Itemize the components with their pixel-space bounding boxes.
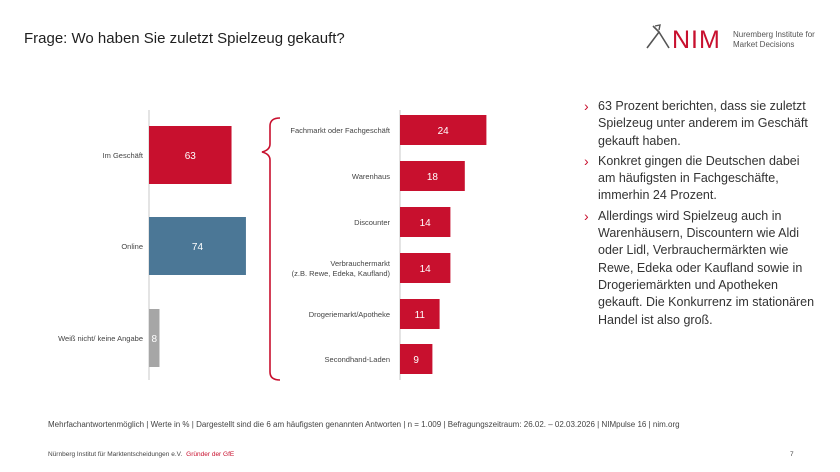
bar-value-label: 11 [415, 310, 426, 321]
bar-value-label: 24 [438, 126, 450, 137]
page-title: Frage: Wo haben Sie zuletzt Spielzeug ge… [24, 30, 345, 47]
bar-store-type [400, 344, 433, 374]
finding-item: › 63 Prozent berichten, dass sie zuletzt … [584, 98, 819, 150]
footer-gfe: Gründer der GfE [186, 451, 235, 458]
footer-org: Nürnberg Institut für Marktentscheidunge… [48, 451, 183, 458]
bar-value-label: 63 [185, 151, 197, 162]
finding-item: › Konkret gingen die Deutschen dabei am h… [584, 153, 819, 205]
bar-store-type [400, 115, 487, 145]
key-findings-list: › 63 Prozent berichten, dass sie zuletzt … [584, 98, 819, 332]
bar-store-type [400, 299, 440, 329]
category-label: Fachmarkt oder Fachgeschäft [290, 126, 391, 135]
bar-value-label: 8 [151, 334, 157, 345]
footnote: Mehrfachantwortenmöglich | Werte in % | … [48, 420, 680, 429]
category-label: Online [121, 242, 143, 251]
group-bracket [261, 117, 281, 381]
category-label: Drogeriemarkt/Apotheke [309, 310, 390, 319]
finding-text: Allerdings wird Spielzeug auch in Warenh… [598, 208, 815, 327]
logo-wordmark: NIM [672, 26, 721, 54]
bar-store-type [400, 253, 451, 283]
category-label: Verbrauchermarkt (z.B. Rewe, Edeka, Kaufl… [292, 259, 391, 278]
footer: Nürnberg Institut für Marktentscheidunge… [48, 451, 234, 458]
logo-subtitle: Nuremberg Institute for Market Decisions [733, 30, 815, 49]
bar-channel [149, 309, 160, 367]
page-number: 7 [790, 451, 794, 458]
category-label: Weiß nicht/ keine Angabe [58, 334, 143, 343]
category-label: Secondhand-Laden [325, 355, 390, 364]
category-label: Discounter [354, 218, 390, 227]
bar-value-label: 14 [420, 264, 432, 275]
bar-store-type [400, 207, 451, 237]
bar-value-label: 74 [192, 242, 204, 253]
chevron-right-icon: › [584, 152, 589, 169]
arrow-logo-icon [646, 24, 670, 49]
bar-value-label: 9 [413, 355, 419, 366]
category-label: Im Geschäft [103, 151, 144, 160]
nim-logo: NIM Nuremberg Institute for Market Decis… [645, 22, 820, 58]
bar-store-type [400, 161, 465, 191]
bar-value-label: 18 [427, 172, 439, 183]
bar-channel [149, 126, 232, 184]
finding-text: 63 Prozent berichten, dass sie zuletzt S… [598, 99, 808, 148]
category-label: Warenhaus [352, 172, 390, 181]
chevron-right-icon: › [584, 207, 589, 224]
bar-channel [149, 217, 246, 275]
finding-text: Konkret gingen die Deutschen dabei am hä… [598, 153, 800, 203]
finding-item: › Allerdings wird Spielzeug auch in Waren… [584, 208, 819, 329]
bar-value-label: 14 [420, 218, 432, 229]
chevron-right-icon: › [584, 98, 589, 114]
